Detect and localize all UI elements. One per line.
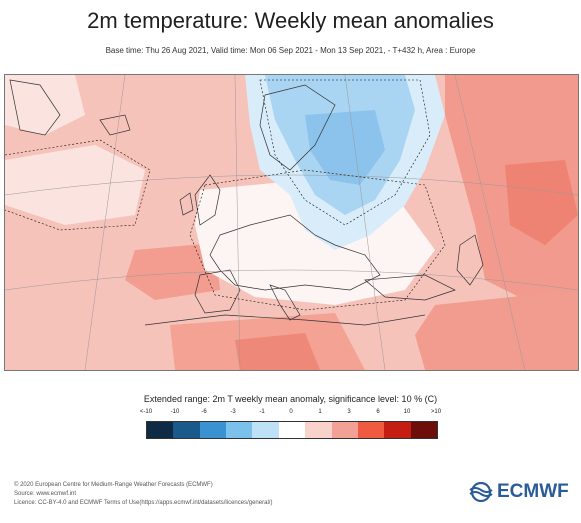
coast-north-africa <box>144 314 426 326</box>
colorbar-cell <box>147 422 174 438</box>
tick-label: -3 <box>230 409 236 415</box>
coast-caspian-sea <box>456 234 484 286</box>
coast-greenland <box>9 79 61 136</box>
pale-atlantic-region <box>5 145 145 225</box>
legend-title: Extended range: 2m T weekly mean anomaly… <box>143 394 438 404</box>
warm-east-strong <box>505 160 578 245</box>
tick-label: 3 <box>347 409 351 415</box>
colorbar-cell <box>357 422 385 438</box>
coast-british-isles <box>194 174 221 226</box>
map-svg <box>5 75 578 370</box>
cold-core-region <box>305 110 385 185</box>
tick-label: 0 <box>289 409 293 415</box>
tick-label: -6 <box>201 409 207 415</box>
coast-scandinavia <box>259 84 336 171</box>
coast-iceland <box>99 114 131 136</box>
warm-sahara-strong <box>235 333 320 370</box>
colorbar <box>146 421 438 439</box>
colorbar-cell <box>173 422 200 438</box>
anomaly-map <box>4 74 579 371</box>
footer-credits: © 2020 European Centre for Medium-Range … <box>14 481 272 508</box>
coastlines <box>9 79 484 326</box>
logo-text: ECMWF <box>497 481 569 502</box>
colorbar-cell <box>199 422 227 438</box>
coast-ireland <box>179 192 194 216</box>
chart-subtitle: Base time: Thu 26 Aug 2021, Valid time: … <box>105 46 476 55</box>
colorbar-cell <box>410 422 437 438</box>
colorbar-ticks: <-10 -10 -6 -3 -1 0 1 3 6 10 >10 <box>140 409 441 419</box>
colorbar-cell <box>278 422 306 438</box>
copyright-text: © 2020 European Centre for Medium-Range … <box>14 482 213 488</box>
coast-italy <box>269 284 301 321</box>
tick-label: <-10 <box>139 409 153 415</box>
tick-label: -10 <box>170 409 180 415</box>
tick-label: 6 <box>376 409 380 415</box>
ecmwf-logo: ECMWF <box>468 481 569 503</box>
pale-north-atlantic <box>5 75 85 135</box>
chart-title: 2m temperature: Weekly mean anomalies <box>87 8 494 33</box>
ecmwf-logo-icon <box>469 482 493 502</box>
warm-atlantic-patch <box>125 243 220 300</box>
licence-text: Licence: CC-BY-4.0 and ECMWF Terms of Us… <box>14 500 273 506</box>
source-text: Source: www.ecmwf.int <box>14 491 77 497</box>
coast-iberia <box>194 269 241 314</box>
tick-label: 10 <box>403 409 411 415</box>
tick-label: 1 <box>318 409 322 415</box>
tick-label: >10 <box>430 409 442 415</box>
colorbar-cell <box>384 422 411 438</box>
warm-southeast-region <box>415 290 578 370</box>
coast-central-europe <box>209 214 381 291</box>
colorbar-cell <box>252 422 279 438</box>
colorbar-cell <box>331 422 358 438</box>
graticule <box>5 75 578 370</box>
colorbar-cell <box>305 422 332 438</box>
colorbar-cell <box>226 422 253 438</box>
tick-label: -1 <box>259 409 265 415</box>
significance-contours <box>5 79 446 311</box>
coast-black-sea <box>364 274 456 301</box>
